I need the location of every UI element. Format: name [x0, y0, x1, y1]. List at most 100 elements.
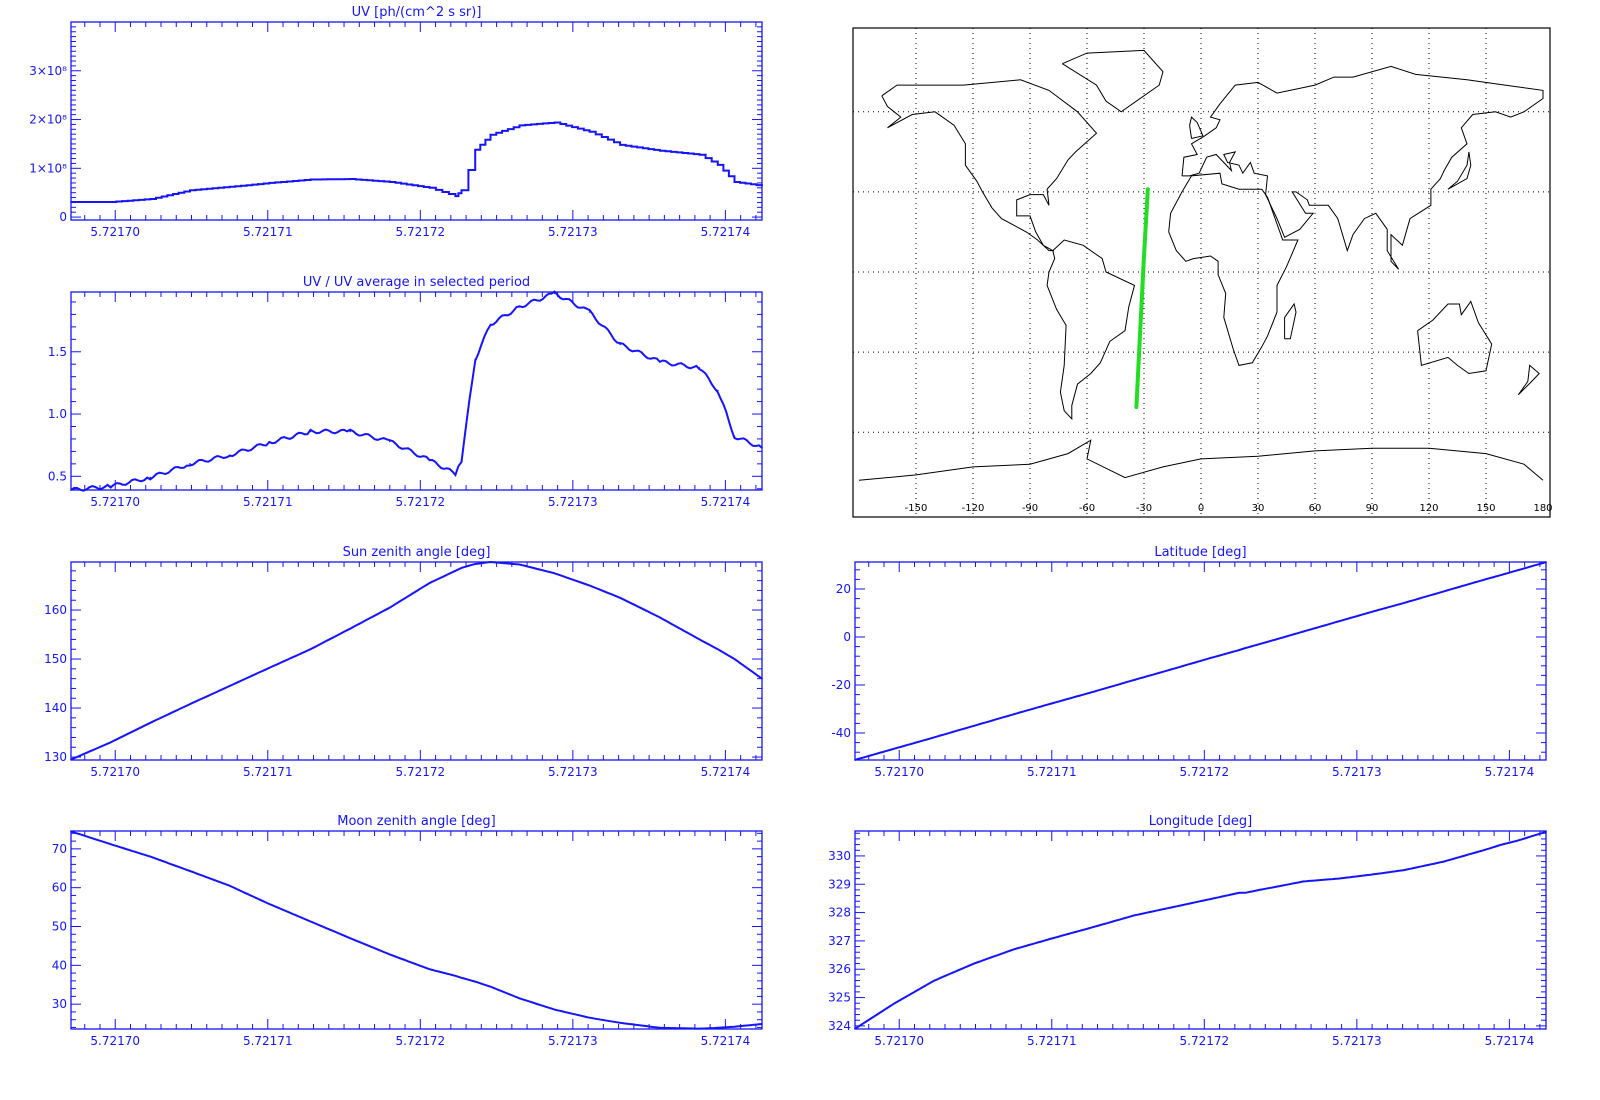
- data-point: [1012, 713, 1015, 716]
- x-tick-label: 5.72172: [396, 1034, 446, 1048]
- data-point: [698, 1027, 701, 1030]
- longitude-label: 90: [1366, 503, 1379, 514]
- x-tick-label: 5.72170: [90, 765, 140, 779]
- data-point: [268, 667, 271, 669]
- coastline-antarctica: [858, 439, 1544, 481]
- y-tick-label: 3×10⁸: [29, 64, 67, 78]
- data-point: [149, 855, 152, 858]
- data-point: [189, 189, 191, 192]
- data-point: [518, 563, 521, 566]
- data-point: [553, 1008, 556, 1011]
- x-tick-label: 5.72174: [701, 225, 751, 239]
- data-point: [588, 311, 591, 313]
- data-point: [698, 153, 701, 156]
- chart-sun: Sun zenith angle [deg] 5.72170 5.72171 5.72…: [44, 545, 763, 779]
- data-point: [1545, 561, 1547, 563]
- data-point: [489, 561, 492, 563]
- data-point: [1403, 869, 1405, 871]
- data-point: [268, 903, 271, 905]
- y-tick-label: 327: [828, 934, 851, 948]
- coastline-greenland: [1062, 49, 1164, 113]
- data-point: [1244, 647, 1247, 649]
- data-point: [733, 435, 736, 438]
- data-point: [454, 975, 457, 977]
- data-point: [349, 627, 351, 630]
- data-point: [189, 463, 191, 465]
- data-point: [588, 130, 591, 133]
- plot-frame: [854, 561, 1547, 761]
- data-point: [1133, 679, 1135, 681]
- x-tick-label: 5.72172: [1180, 765, 1230, 779]
- data-point: [1403, 602, 1405, 604]
- coastline-madagascar: [1284, 302, 1297, 340]
- data-point: [1517, 569, 1520, 571]
- data-point: [588, 584, 591, 587]
- x-tick-label: 5.72170: [90, 1034, 140, 1048]
- data-point: [228, 685, 231, 687]
- data-point: [733, 1025, 736, 1028]
- x-tick-label: 5.72173: [548, 225, 598, 239]
- x-tick-label: 5.72171: [1027, 1034, 1077, 1048]
- series-line-uv: [71, 121, 763, 203]
- data-point: [70, 830, 72, 833]
- x-tick-label: 5.72171: [243, 225, 293, 239]
- data-point: [1442, 590, 1445, 593]
- data-point: [553, 121, 556, 124]
- longitude-label: 180: [1533, 503, 1552, 514]
- data-point: [553, 572, 556, 575]
- data-point: [109, 485, 112, 488]
- chart-ratio: UV / UV average in selected period 5.7217…: [48, 275, 763, 509]
- coastline-new-zealand: [1517, 364, 1540, 396]
- plot-frame: [854, 830, 1547, 1030]
- x-tick-label: 5.72173: [1332, 1034, 1382, 1048]
- y-tick-label: 329: [828, 877, 851, 891]
- data-point: [389, 953, 391, 956]
- y-tick-label: 326: [828, 962, 851, 976]
- data-point: [309, 178, 312, 181]
- data-point: [1052, 702, 1055, 704]
- data-point: [268, 441, 271, 444]
- data-point: [1482, 579, 1485, 581]
- data-point: [309, 920, 312, 923]
- chart-lon: Longitude [deg] 5.72170 5.72171 5.72172 5.72…: [828, 814, 1547, 1048]
- coastline-north-america: [881, 79, 1098, 252]
- coastline-south-america: [1046, 239, 1136, 421]
- y-tick-label: 0: [59, 210, 67, 224]
- data-point: [489, 133, 492, 136]
- data-point: [518, 124, 521, 127]
- data-point: [698, 367, 701, 369]
- data-point: [1337, 620, 1340, 623]
- y-tick-label: 1×10⁸: [29, 161, 67, 175]
- x-tick-label: 5.72172: [1180, 1034, 1230, 1048]
- data-point: [973, 962, 975, 965]
- data-point: [1238, 649, 1241, 651]
- data-point: [349, 178, 351, 180]
- data-point: [428, 582, 431, 584]
- data-point: [733, 181, 736, 183]
- data-point: [1302, 880, 1305, 883]
- data-point: [658, 1027, 661, 1029]
- longitude-label: -150: [905, 503, 928, 514]
- data-point: [1372, 610, 1375, 613]
- x-tick-label: 5.72174: [701, 765, 751, 779]
- y-tick-label: 70: [52, 842, 67, 856]
- x-tick-label: 5.72173: [548, 1034, 598, 1048]
- data-point: [619, 1021, 621, 1024]
- x-tick-label: 5.72173: [548, 495, 598, 509]
- x-tick-label: 5.72174: [701, 1034, 751, 1048]
- y-tick-label: 324: [828, 1019, 851, 1033]
- x-tick-label: 5.72170: [90, 225, 140, 239]
- plot-frame: [70, 830, 763, 1030]
- plot-frame: [70, 291, 763, 491]
- data-point: [489, 323, 492, 326]
- y-tick-label: 140: [44, 701, 67, 715]
- longitude-label: 30: [1252, 503, 1265, 514]
- series-line-moon: [70, 830, 763, 1030]
- data-point: [454, 570, 457, 572]
- chart-title: UV / UV average in selected period: [303, 275, 530, 290]
- chart-lat: Latitude [deg] 5.72170 5.72171 5.72172 5.721…: [831, 545, 1547, 779]
- data-point: [70, 758, 72, 761]
- data-point: [588, 1016, 591, 1019]
- data-point: [553, 292, 556, 295]
